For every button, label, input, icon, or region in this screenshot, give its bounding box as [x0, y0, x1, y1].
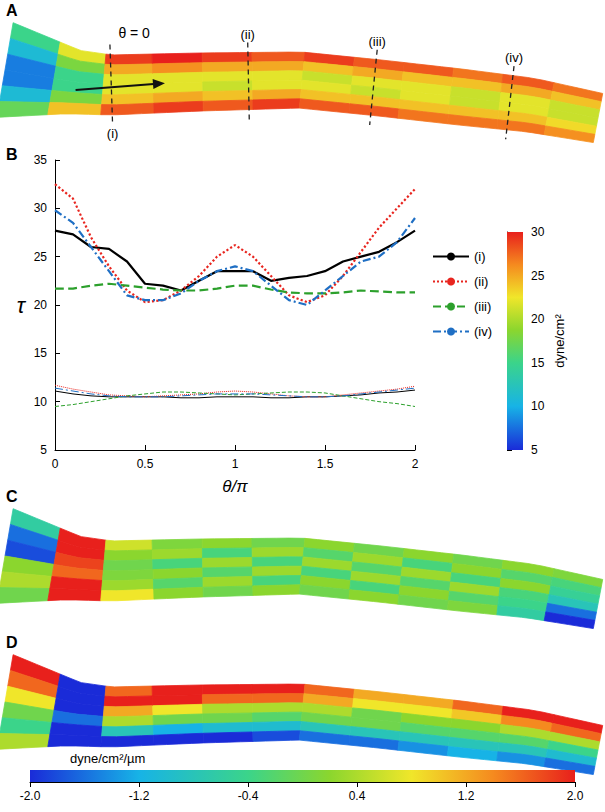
svg-text:dyne/cm²/µm: dyne/cm²/µm: [70, 751, 145, 766]
svg-text:θ = 0: θ = 0: [118, 25, 150, 41]
svg-text:30: 30: [531, 225, 545, 239]
svg-text:-0.4: -0.4: [238, 789, 259, 803]
svg-text:25: 25: [34, 250, 48, 264]
svg-text:15: 15: [531, 356, 545, 370]
svg-text:20: 20: [531, 312, 545, 326]
svg-text:C: C: [6, 488, 18, 505]
svg-text:1.2: 1.2: [458, 789, 475, 803]
svg-text:(iv): (iv): [505, 50, 523, 65]
svg-text:(i): (i): [474, 249, 486, 264]
svg-text:5: 5: [531, 443, 538, 457]
svg-text:(iii): (iii): [474, 299, 491, 314]
svg-text:τ: τ: [17, 293, 27, 318]
svg-text:2: 2: [412, 457, 419, 471]
svg-text:(i): (i): [107, 126, 119, 141]
svg-text:20: 20: [34, 298, 48, 312]
svg-text:dyne/cm²: dyne/cm²: [552, 314, 567, 368]
svg-text:10: 10: [34, 395, 48, 409]
svg-text:θ/π: θ/π: [222, 477, 248, 496]
svg-text:D: D: [6, 634, 18, 651]
svg-text:0.4: 0.4: [349, 789, 366, 803]
svg-text:2.0: 2.0: [567, 789, 584, 803]
svg-text:5: 5: [40, 443, 47, 457]
svg-text:10: 10: [531, 399, 545, 413]
svg-text:-1.2: -1.2: [129, 789, 150, 803]
svg-text:1: 1: [232, 457, 239, 471]
svg-text:25: 25: [531, 269, 545, 283]
svg-text:35: 35: [34, 153, 48, 167]
svg-text:(iv): (iv): [474, 324, 492, 339]
svg-text:(ii): (ii): [240, 27, 254, 42]
svg-text:0: 0: [52, 457, 59, 471]
svg-text:15: 15: [34, 346, 48, 360]
svg-text:1.5: 1.5: [317, 457, 334, 471]
svg-text:30: 30: [34, 201, 48, 215]
svg-text:(ii): (ii): [474, 274, 488, 289]
svg-text:(iii): (iii): [369, 34, 386, 49]
svg-text:B: B: [6, 146, 18, 163]
svg-text:0.5: 0.5: [137, 457, 154, 471]
svg-text:A: A: [6, 2, 18, 19]
svg-text:-2.0: -2.0: [20, 789, 41, 803]
